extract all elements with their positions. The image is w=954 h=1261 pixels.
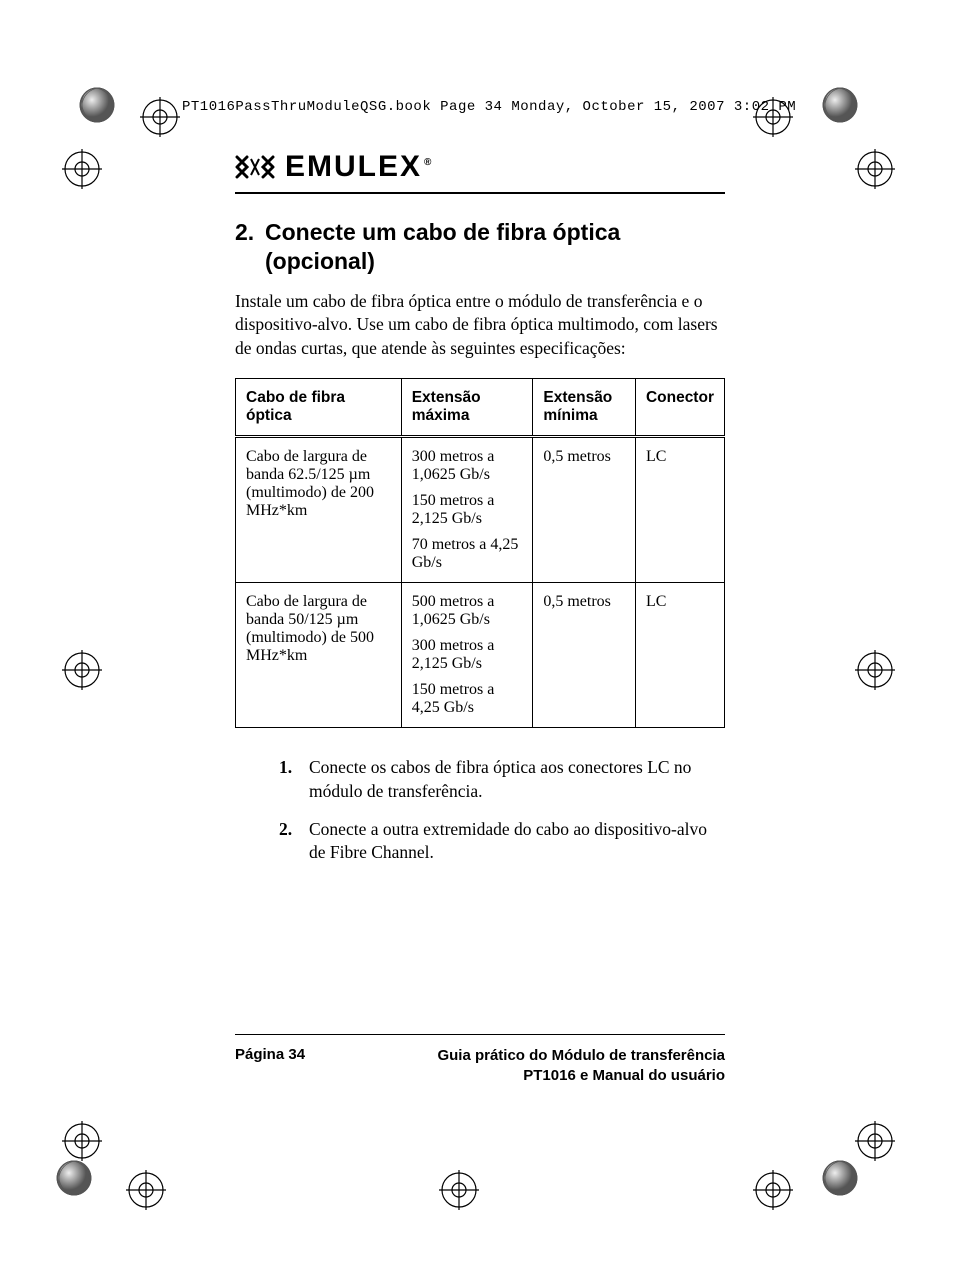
spec-line: 300 metros a 1,0625 Gb/s <box>412 448 523 484</box>
registration-cross-icon <box>62 149 102 189</box>
list-item: 1.Conecte os cabos de fibra óptica aos c… <box>279 756 725 803</box>
col-header-max: Extensão máxima <box>401 379 533 437</box>
registration-sphere-icon <box>822 1160 858 1196</box>
section-title: 2. Conecte um cabo de fibra óptica (opci… <box>235 218 725 276</box>
printer-header-text: PT1016PassThruModuleQSG.book Page 34 Mon… <box>182 99 796 115</box>
page: PT1016PassThruModuleQSG.book Page 34 Mon… <box>0 0 954 1261</box>
intro-paragraph: Instale um cabo de fibra óptica entre o … <box>235 290 725 361</box>
emulex-logo-icon <box>235 153 275 181</box>
table-row: Cabo de largura de banda 62.5/125 µm (mu… <box>236 437 725 583</box>
registration-sphere-icon <box>56 1160 92 1196</box>
spec-line: 500 metros a 1,0625 Gb/s <box>412 593 523 629</box>
content-area: EMULEX® 2. Conecte um cabo de fibra ópti… <box>235 150 725 879</box>
step-text: Conecte os cabos de fibra óptica aos con… <box>309 756 725 803</box>
table-header-row: Cabo de fibra óptica Extensão máxima Ext… <box>236 379 725 437</box>
page-footer: Página 34 Guia prático do Módulo de tran… <box>235 1046 725 1085</box>
registration-cross-icon <box>126 1170 166 1210</box>
step-text: Conecte a outra extremidade do cabo ao d… <box>309 818 725 865</box>
header-rule <box>235 192 725 194</box>
logo: EMULEX® <box>235 150 725 184</box>
cell-cable: Cabo de largura de banda 50/125 µm (mult… <box>236 583 402 728</box>
step-number: 1. <box>279 756 309 803</box>
registration-cross-icon <box>62 650 102 690</box>
registration-sphere-icon <box>79 87 115 123</box>
cell-max: 500 metros a 1,0625 Gb/s 300 metros a 2,1… <box>401 583 533 728</box>
cell-connector: LC <box>635 583 724 728</box>
footer-doc-title: Guia prático do Módulo de transferência … <box>405 1046 725 1085</box>
col-header-cable: Cabo de fibra óptica <box>236 379 402 437</box>
registration-cross-icon <box>439 1170 479 1210</box>
col-header-connector: Conector <box>635 379 724 437</box>
col-header-min: Extensão mínima <box>533 379 636 437</box>
logo-text: EMULEX® <box>285 150 433 184</box>
registration-cross-icon <box>62 1121 102 1161</box>
cell-min: 0,5 metros <box>533 583 636 728</box>
cell-min: 0,5 metros <box>533 437 636 583</box>
table-row: Cabo de largura de banda 50/125 µm (mult… <box>236 583 725 728</box>
registration-cross-icon <box>855 149 895 189</box>
section-number: 2. <box>235 218 265 276</box>
trademark-icon: ® <box>424 157 433 168</box>
registration-cross-icon <box>753 1170 793 1210</box>
step-number: 2. <box>279 818 309 865</box>
steps-list: 1.Conecte os cabos de fibra óptica aos c… <box>279 756 725 865</box>
cell-cable: Cabo de largura de banda 62.5/125 µm (mu… <box>236 437 402 583</box>
footer-page-number: Página 34 <box>235 1046 305 1085</box>
cell-connector: LC <box>635 437 724 583</box>
fiber-spec-table: Cabo de fibra óptica Extensão máxima Ext… <box>235 378 725 728</box>
registration-sphere-icon <box>822 87 858 123</box>
spec-line: 70 metros a 4,25 Gb/s <box>412 536 523 572</box>
registration-cross-icon <box>140 97 180 137</box>
section-heading-text: Conecte um cabo de fibra óptica (opciona… <box>265 218 725 276</box>
registration-cross-icon <box>855 1121 895 1161</box>
spec-line: 150 metros a 4,25 Gb/s <box>412 681 523 717</box>
spec-line: 150 metros a 2,125 Gb/s <box>412 492 523 528</box>
spec-line: 300 metros a 2,125 Gb/s <box>412 637 523 673</box>
list-item: 2.Conecte a outra extremidade do cabo ao… <box>279 818 725 865</box>
footer-rule <box>235 1034 725 1035</box>
registration-cross-icon <box>855 650 895 690</box>
logo-word: EMULEX <box>285 150 422 183</box>
cell-max: 300 metros a 1,0625 Gb/s 150 metros a 2,1… <box>401 437 533 583</box>
